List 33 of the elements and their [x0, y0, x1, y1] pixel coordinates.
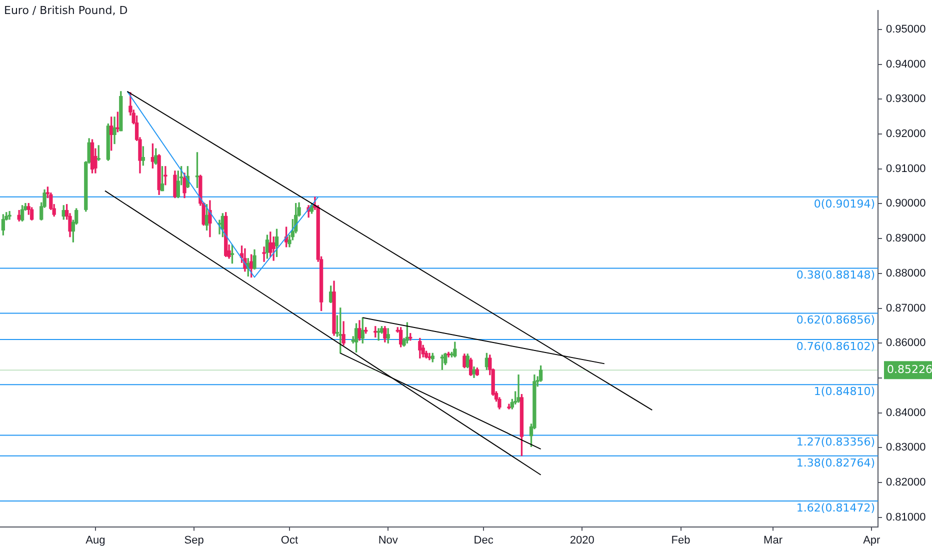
ref-line-label: 0.62(0.86856)	[796, 314, 875, 327]
y-tick-label: 0.84000	[886, 406, 926, 419]
y-tick-label: 0.92000	[886, 128, 926, 140]
ref-line-label: 1.27(0.83356)	[796, 436, 875, 449]
chart-title: Euro / British Pound, D	[4, 4, 128, 17]
y-tick-label: 0.90000	[886, 198, 926, 210]
y-tick-label: 0.91000	[886, 162, 926, 175]
x-tick-label: Apr	[863, 534, 881, 546]
y-tick-label: 0.81000	[886, 511, 926, 524]
ref-line-label: 0.85226	[887, 362, 932, 376]
ref-line-label: 0(0.90194)	[814, 197, 875, 210]
y-tick-label: 0.88000	[886, 267, 926, 280]
y-tick-label: 0.86000	[886, 337, 926, 350]
ref-line-label: 0.38(0.88148)	[796, 268, 875, 282]
y-tick-label: 0.95000	[886, 23, 926, 36]
x-tick-label: Aug	[86, 534, 106, 546]
y-tick-label: 0.94000	[886, 58, 926, 70]
y-tick-label: 0.82000	[886, 476, 926, 489]
x-tick-label: Mar	[764, 534, 783, 546]
x-tick-label: 2020	[570, 534, 594, 546]
x-tick-label: Feb	[671, 534, 690, 546]
ref-line-label: 1.38(0.82764)	[796, 456, 875, 470]
y-tick-label: 0.89000	[886, 232, 926, 245]
ref-line-label: 1.62(0.81472)	[796, 501, 875, 514]
ref-line-label: 1(0.84810)	[814, 384, 875, 398]
y-tick-label: 0.87000	[886, 302, 926, 314]
ref-line-label: 0.76(0.86102)	[796, 340, 875, 353]
y-tick-label: 0.93000	[886, 93, 926, 106]
x-tick-label: Sep	[184, 534, 204, 546]
x-tick-label: Nov	[378, 534, 398, 546]
x-tick-label: Dec	[474, 534, 494, 546]
x-tick-label: Oct	[280, 534, 298, 546]
y-tick-label: 0.83000	[886, 442, 926, 454]
